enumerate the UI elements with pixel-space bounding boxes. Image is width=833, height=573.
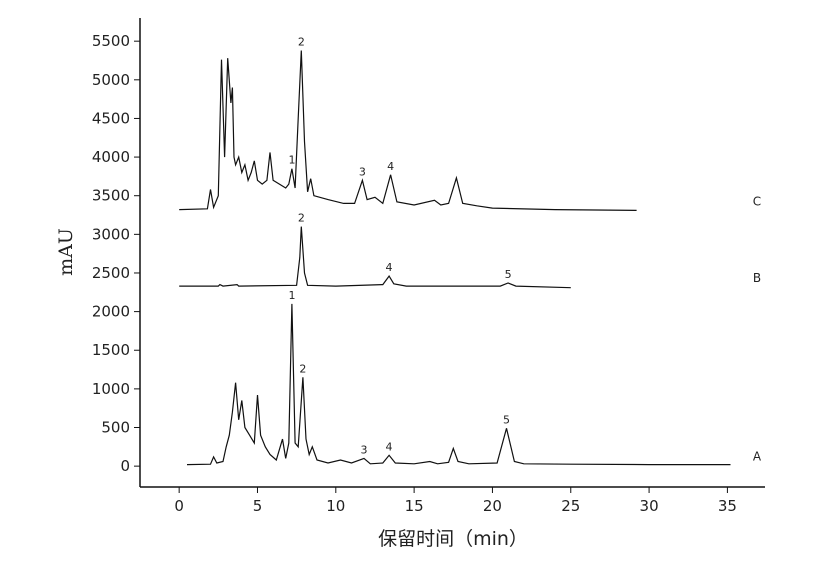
peak-label: 2 <box>299 362 306 375</box>
y-tick-label: 4500 <box>92 109 130 127</box>
series-label: B <box>753 271 761 285</box>
x-tick-label: 15 <box>405 497 424 515</box>
peak-label: 2 <box>298 212 305 225</box>
peak-label: 3 <box>359 165 366 178</box>
y-tick-label: 5500 <box>92 32 130 50</box>
y-tick-label: 5000 <box>92 71 130 89</box>
peak-label: 2 <box>298 35 305 48</box>
peak-label: 4 <box>387 160 394 173</box>
x-tick-label: 25 <box>561 497 580 515</box>
y-axis-title: mAU <box>55 228 77 276</box>
series-label: C <box>753 195 761 209</box>
x-tick-label: 0 <box>174 497 184 515</box>
x-tick-label: 10 <box>326 497 345 515</box>
y-tick-label: 1500 <box>92 341 130 359</box>
series-label: A <box>753 450 762 464</box>
x-axis-title: 保留时间（min） <box>378 528 528 550</box>
x-tick-label: 35 <box>718 497 737 515</box>
y-tick-label: 0 <box>120 457 130 475</box>
peak-label: 4 <box>386 261 393 274</box>
peak-label: 3 <box>360 443 367 456</box>
peak-label: 1 <box>288 289 295 302</box>
y-tick-label: 2000 <box>92 303 130 321</box>
y-tick-label: 3000 <box>92 225 130 243</box>
x-tick-label: 20 <box>483 497 502 515</box>
y-tick-label: 500 <box>101 419 130 437</box>
peak-label: 4 <box>386 440 393 453</box>
x-tick-label: 5 <box>253 497 263 515</box>
x-tick-label: 30 <box>640 497 659 515</box>
y-tick-label: 3500 <box>92 187 130 205</box>
peak-label: 5 <box>503 413 510 426</box>
y-tick-label: 1000 <box>92 380 130 398</box>
y-tick-label: 2500 <box>92 264 130 282</box>
peak-label: 1 <box>288 154 295 167</box>
chromatogram-line <box>179 50 637 211</box>
chromatogram-line <box>186 303 731 466</box>
chromatogram-line <box>179 226 571 289</box>
y-tick-label: 4000 <box>92 148 130 166</box>
peak-label: 5 <box>505 268 512 281</box>
